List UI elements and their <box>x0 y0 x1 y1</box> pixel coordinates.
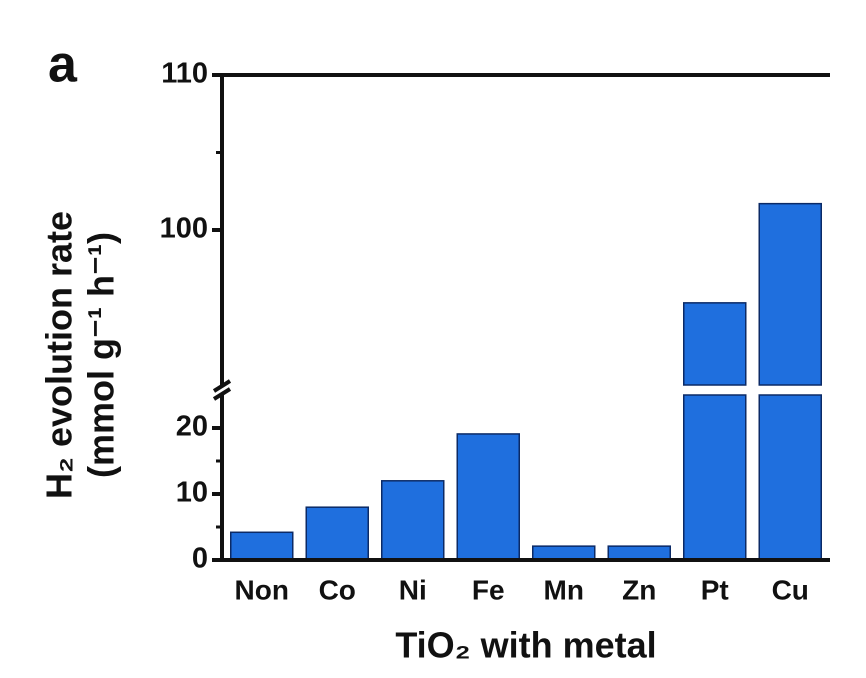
x-tick-label: Cu <box>772 574 809 605</box>
y-label-line: H₂ evolution rate <box>39 211 80 499</box>
axis-break <box>212 387 232 401</box>
y-label-line: (mmol g⁻¹ h⁻¹) <box>81 232 122 478</box>
y-tick-label: 0 <box>192 543 208 575</box>
y-tick-label: 20 <box>176 411 208 443</box>
y-tick-label: 110 <box>161 58 208 90</box>
bar-lower-part <box>683 394 747 561</box>
x-tick-label: Non <box>235 574 289 605</box>
bar-upper-part <box>758 202 822 386</box>
x-tick-label: Pt <box>701 574 729 605</box>
y-axis-label: H₂ evolution rate (mmol g⁻¹ h⁻¹) <box>39 211 122 499</box>
bar <box>230 531 294 561</box>
y-tick-label: 100 <box>160 213 208 245</box>
panel-label: a <box>48 36 78 94</box>
x-tick-label: Co <box>319 574 356 605</box>
x-tick-label: Fe <box>472 574 505 605</box>
bar <box>305 506 369 561</box>
axis-break <box>212 379 232 393</box>
x-tick-label: Zn <box>622 574 656 605</box>
x-tick-label: Ni <box>399 574 427 605</box>
bar <box>607 545 671 561</box>
x-tick-label: Mn <box>544 574 584 605</box>
bar-lower-part <box>758 394 822 561</box>
y-tick-label: 10 <box>176 477 208 509</box>
bar <box>456 433 520 561</box>
bar-upper-part <box>683 302 747 386</box>
bar <box>381 480 445 561</box>
bar <box>532 545 596 561</box>
x-axis-label: TiO₂ with metal <box>395 625 656 666</box>
